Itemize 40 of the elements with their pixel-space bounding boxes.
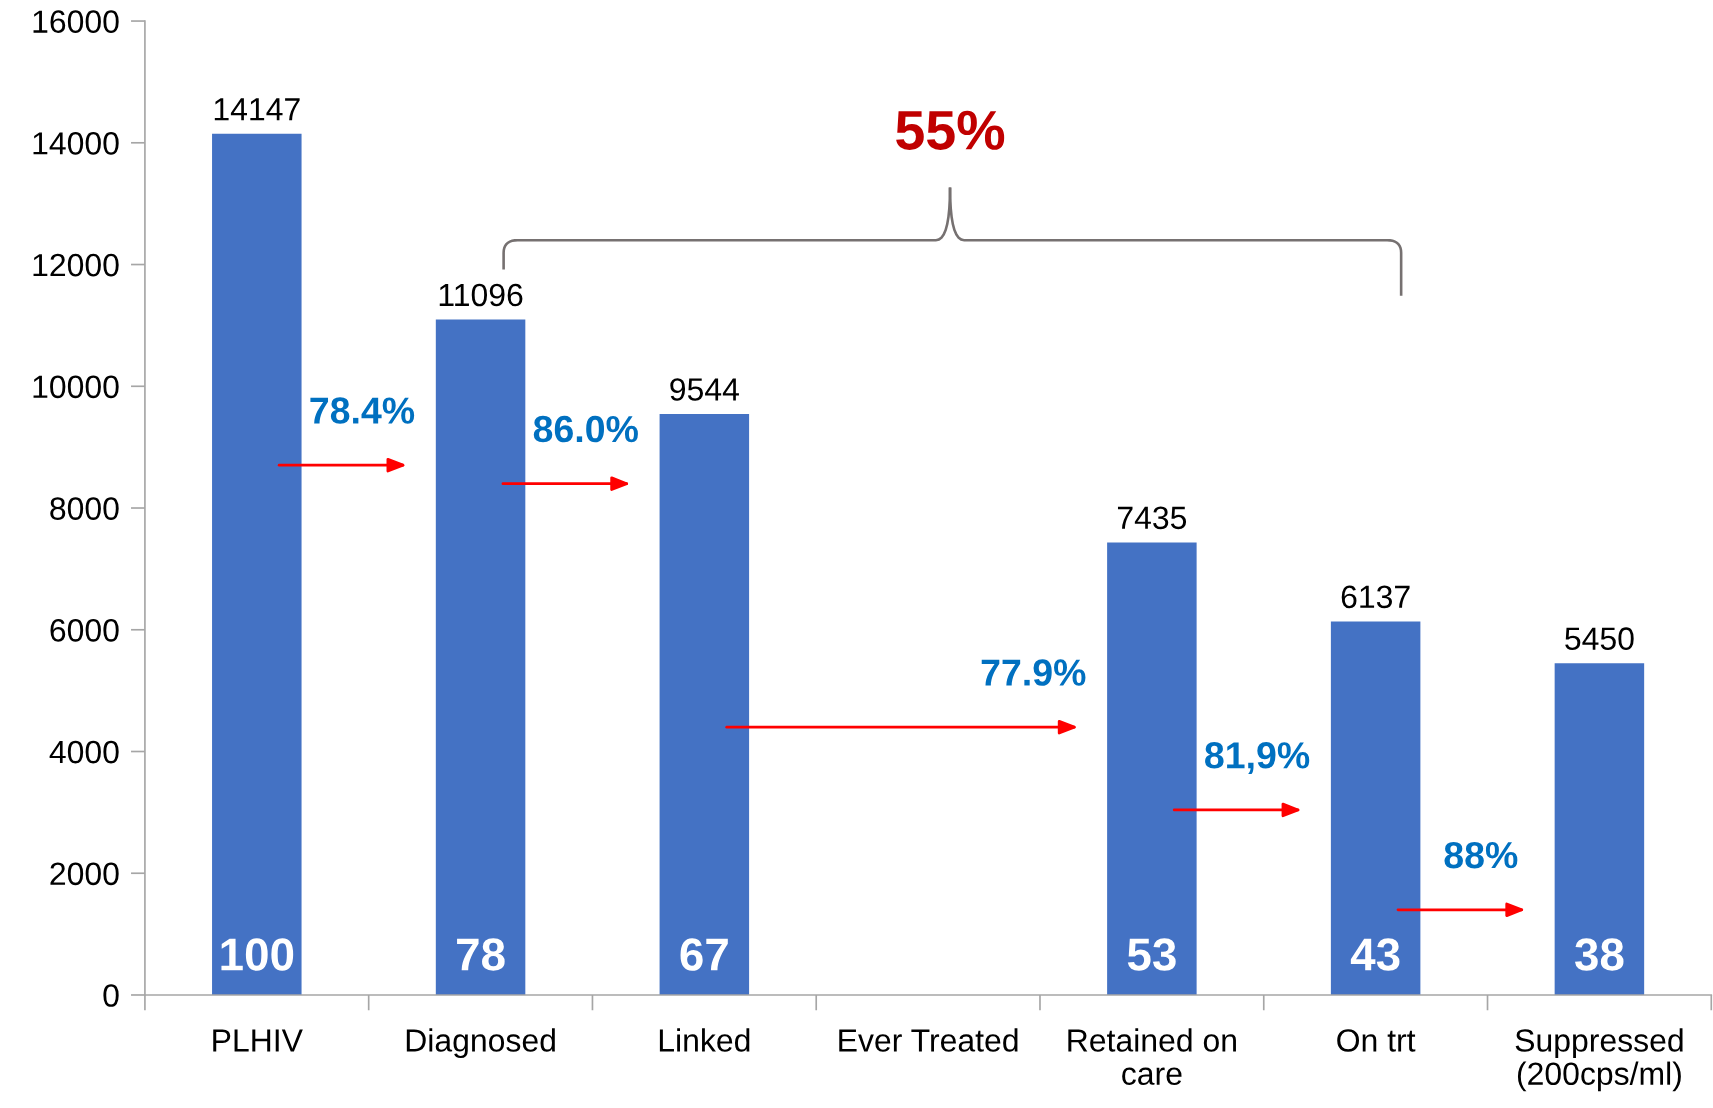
y-tick-label: 14000 [33, 132, 119, 155]
bar [435, 319, 526, 995]
annotation: 100 [221, 938, 294, 971]
annotation: 78 [457, 938, 505, 971]
x-tick-label: Retained on care [1068, 1028, 1236, 1086]
bar [659, 414, 750, 995]
x-tick-label: Diagnosed [406, 1028, 555, 1059]
annotation: 43 [1350, 938, 1400, 971]
data-label: 7435 [1117, 506, 1187, 530]
annotation: 55% [896, 110, 1005, 150]
data-label: 11096 [439, 283, 523, 307]
x-tick-label: PLHIV [213, 1029, 303, 1052]
data-label: 9544 [670, 378, 739, 401]
y-tick-label: 6000 [50, 619, 119, 642]
bar [1107, 542, 1197, 995]
annotation: 38 [1574, 938, 1624, 971]
bar [1330, 621, 1421, 995]
data-label: 6137 [1341, 585, 1410, 609]
x-tick-label: Linked [659, 1028, 750, 1052]
annotation: 88% [1444, 841, 1518, 869]
bar [1554, 663, 1645, 995]
x-tick-label: Ever Treated [839, 1028, 1018, 1052]
data-label: 14147 [214, 98, 300, 121]
y-tick-label: 4000 [49, 740, 119, 764]
x-tick-label: On trt [1337, 1029, 1416, 1052]
y-tick-label: 12000 [33, 253, 119, 277]
y-tick-label: 16000 [33, 10, 119, 33]
annotation: 78.4% [310, 397, 415, 424]
annotation: 77.9% [981, 659, 1086, 686]
y-tick-label: 0 [103, 984, 119, 1007]
annotation: 81,9% [1205, 742, 1310, 775]
data-label: 5450 [1565, 627, 1634, 650]
annotation: 53 [1127, 938, 1176, 971]
y-tick-label: 10000 [33, 375, 119, 399]
annotation: 86.0% [533, 415, 638, 443]
y-tick-label: 8000 [50, 497, 119, 520]
x-tick-label: Suppressed (200cps/ml) [1515, 1028, 1683, 1092]
bar [212, 133, 302, 995]
annotation: 67 [680, 938, 728, 971]
y-tick-label: 2000 [50, 862, 119, 886]
